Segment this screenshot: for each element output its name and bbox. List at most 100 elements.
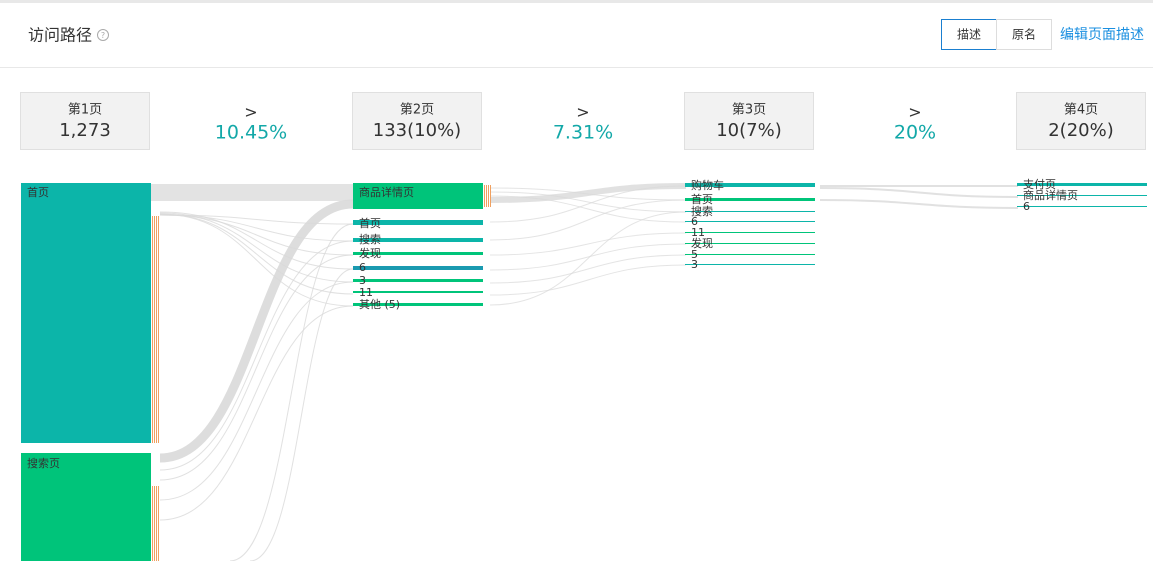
node bbox=[353, 183, 483, 209]
button-original[interactable] bbox=[996, 19, 1052, 50]
node bbox=[685, 243, 815, 244]
help-icon[interactable] bbox=[97, 29, 109, 41]
node-dropoff bbox=[158, 486, 159, 561]
step-value: 1,273 bbox=[59, 120, 111, 141]
node-label: 搜索页 bbox=[27, 456, 60, 470]
node bbox=[685, 232, 815, 233]
node bbox=[353, 238, 483, 242]
node bbox=[685, 198, 815, 201]
node-label: 商品详情页 bbox=[359, 185, 414, 199]
step-box bbox=[20, 92, 150, 150]
rate-arrow: > bbox=[244, 103, 257, 122]
node-dropoff bbox=[488, 185, 489, 207]
node bbox=[685, 211, 815, 212]
link bbox=[159, 214, 354, 256]
button-describe-label: 描述 bbox=[957, 28, 981, 42]
node-label: 发现 bbox=[359, 246, 381, 260]
link bbox=[159, 211, 354, 270]
links bbox=[151, 183, 1019, 561]
title: 访问路径 bbox=[28, 26, 92, 45]
node bbox=[1017, 195, 1147, 196]
link bbox=[489, 195, 687, 223]
rate-value: 7.31% bbox=[553, 122, 613, 144]
node bbox=[1017, 206, 1147, 207]
node bbox=[1017, 183, 1147, 186]
step-value: 10(7%) bbox=[716, 120, 782, 141]
node-label: 6 bbox=[1023, 200, 1030, 213]
node-label: 6 bbox=[691, 215, 698, 228]
step-box bbox=[684, 92, 814, 150]
node-label: 首页 bbox=[27, 185, 49, 199]
step-label: 第2页 bbox=[400, 103, 434, 118]
node bbox=[353, 279, 483, 282]
link bbox=[249, 268, 354, 561]
link bbox=[489, 211, 687, 306]
node-dropoff bbox=[158, 216, 159, 443]
node-dropoff bbox=[152, 486, 153, 561]
link bbox=[229, 223, 354, 561]
link bbox=[159, 305, 354, 521]
node-dropoff bbox=[154, 486, 155, 561]
node-label: 首页 bbox=[359, 216, 381, 230]
node-label: 发现 bbox=[691, 236, 713, 250]
node bbox=[685, 183, 815, 187]
rate-arrow: > bbox=[576, 103, 589, 122]
step-label: 第1页 bbox=[68, 103, 102, 118]
help-icon-mark: ? bbox=[101, 31, 105, 40]
node bbox=[21, 453, 151, 561]
node-label: 11 bbox=[691, 226, 705, 239]
node-label: 3 bbox=[691, 258, 698, 271]
node-label: 6 bbox=[359, 261, 366, 274]
link bbox=[489, 191, 687, 213]
node bbox=[21, 183, 151, 443]
step-label: 第4页 bbox=[1064, 103, 1098, 118]
step-label: 第3页 bbox=[732, 103, 766, 118]
rate-arrow: > bbox=[908, 103, 921, 122]
node-label: 首页 bbox=[691, 192, 713, 206]
top-border bbox=[0, 0, 1153, 3]
node bbox=[353, 220, 483, 225]
node-label: 购物车 bbox=[691, 178, 724, 192]
link bbox=[819, 199, 1019, 209]
node-dropoff bbox=[156, 216, 157, 443]
node-label: 5 bbox=[691, 248, 698, 261]
rate-value: 20% bbox=[894, 122, 936, 144]
link bbox=[159, 240, 354, 471]
node bbox=[685, 254, 815, 255]
link bbox=[489, 183, 687, 203]
node bbox=[353, 252, 483, 255]
link bbox=[489, 187, 687, 201]
node-dropoff bbox=[152, 216, 153, 443]
node-label: 11 bbox=[359, 286, 373, 299]
step-box bbox=[352, 92, 482, 150]
node-dropoff bbox=[490, 185, 491, 207]
link bbox=[151, 184, 353, 201]
node-dropoff bbox=[154, 216, 155, 443]
link bbox=[489, 199, 687, 241]
link bbox=[159, 254, 354, 481]
node-dropoff bbox=[484, 185, 485, 207]
node bbox=[353, 303, 483, 306]
edit-link[interactable]: 编辑页面描述 bbox=[1060, 27, 1144, 43]
link bbox=[489, 185, 687, 223]
step-value: 2(20%) bbox=[1048, 120, 1114, 141]
node-label: 搜索 bbox=[691, 204, 713, 218]
link bbox=[159, 199, 354, 463]
rate-value: 10.45% bbox=[215, 122, 287, 144]
link bbox=[489, 254, 687, 284]
node-label: 3 bbox=[359, 274, 366, 287]
link bbox=[489, 264, 687, 296]
node bbox=[685, 221, 815, 222]
link bbox=[489, 243, 687, 271]
node-label: 商品详情页 bbox=[1023, 188, 1078, 202]
node bbox=[353, 291, 483, 293]
link bbox=[489, 232, 687, 256]
link bbox=[159, 281, 354, 501]
node bbox=[353, 266, 483, 270]
button-describe[interactable] bbox=[941, 19, 997, 50]
link bbox=[159, 214, 354, 242]
node-dropoff bbox=[156, 486, 157, 561]
node-dropoff bbox=[486, 185, 487, 207]
